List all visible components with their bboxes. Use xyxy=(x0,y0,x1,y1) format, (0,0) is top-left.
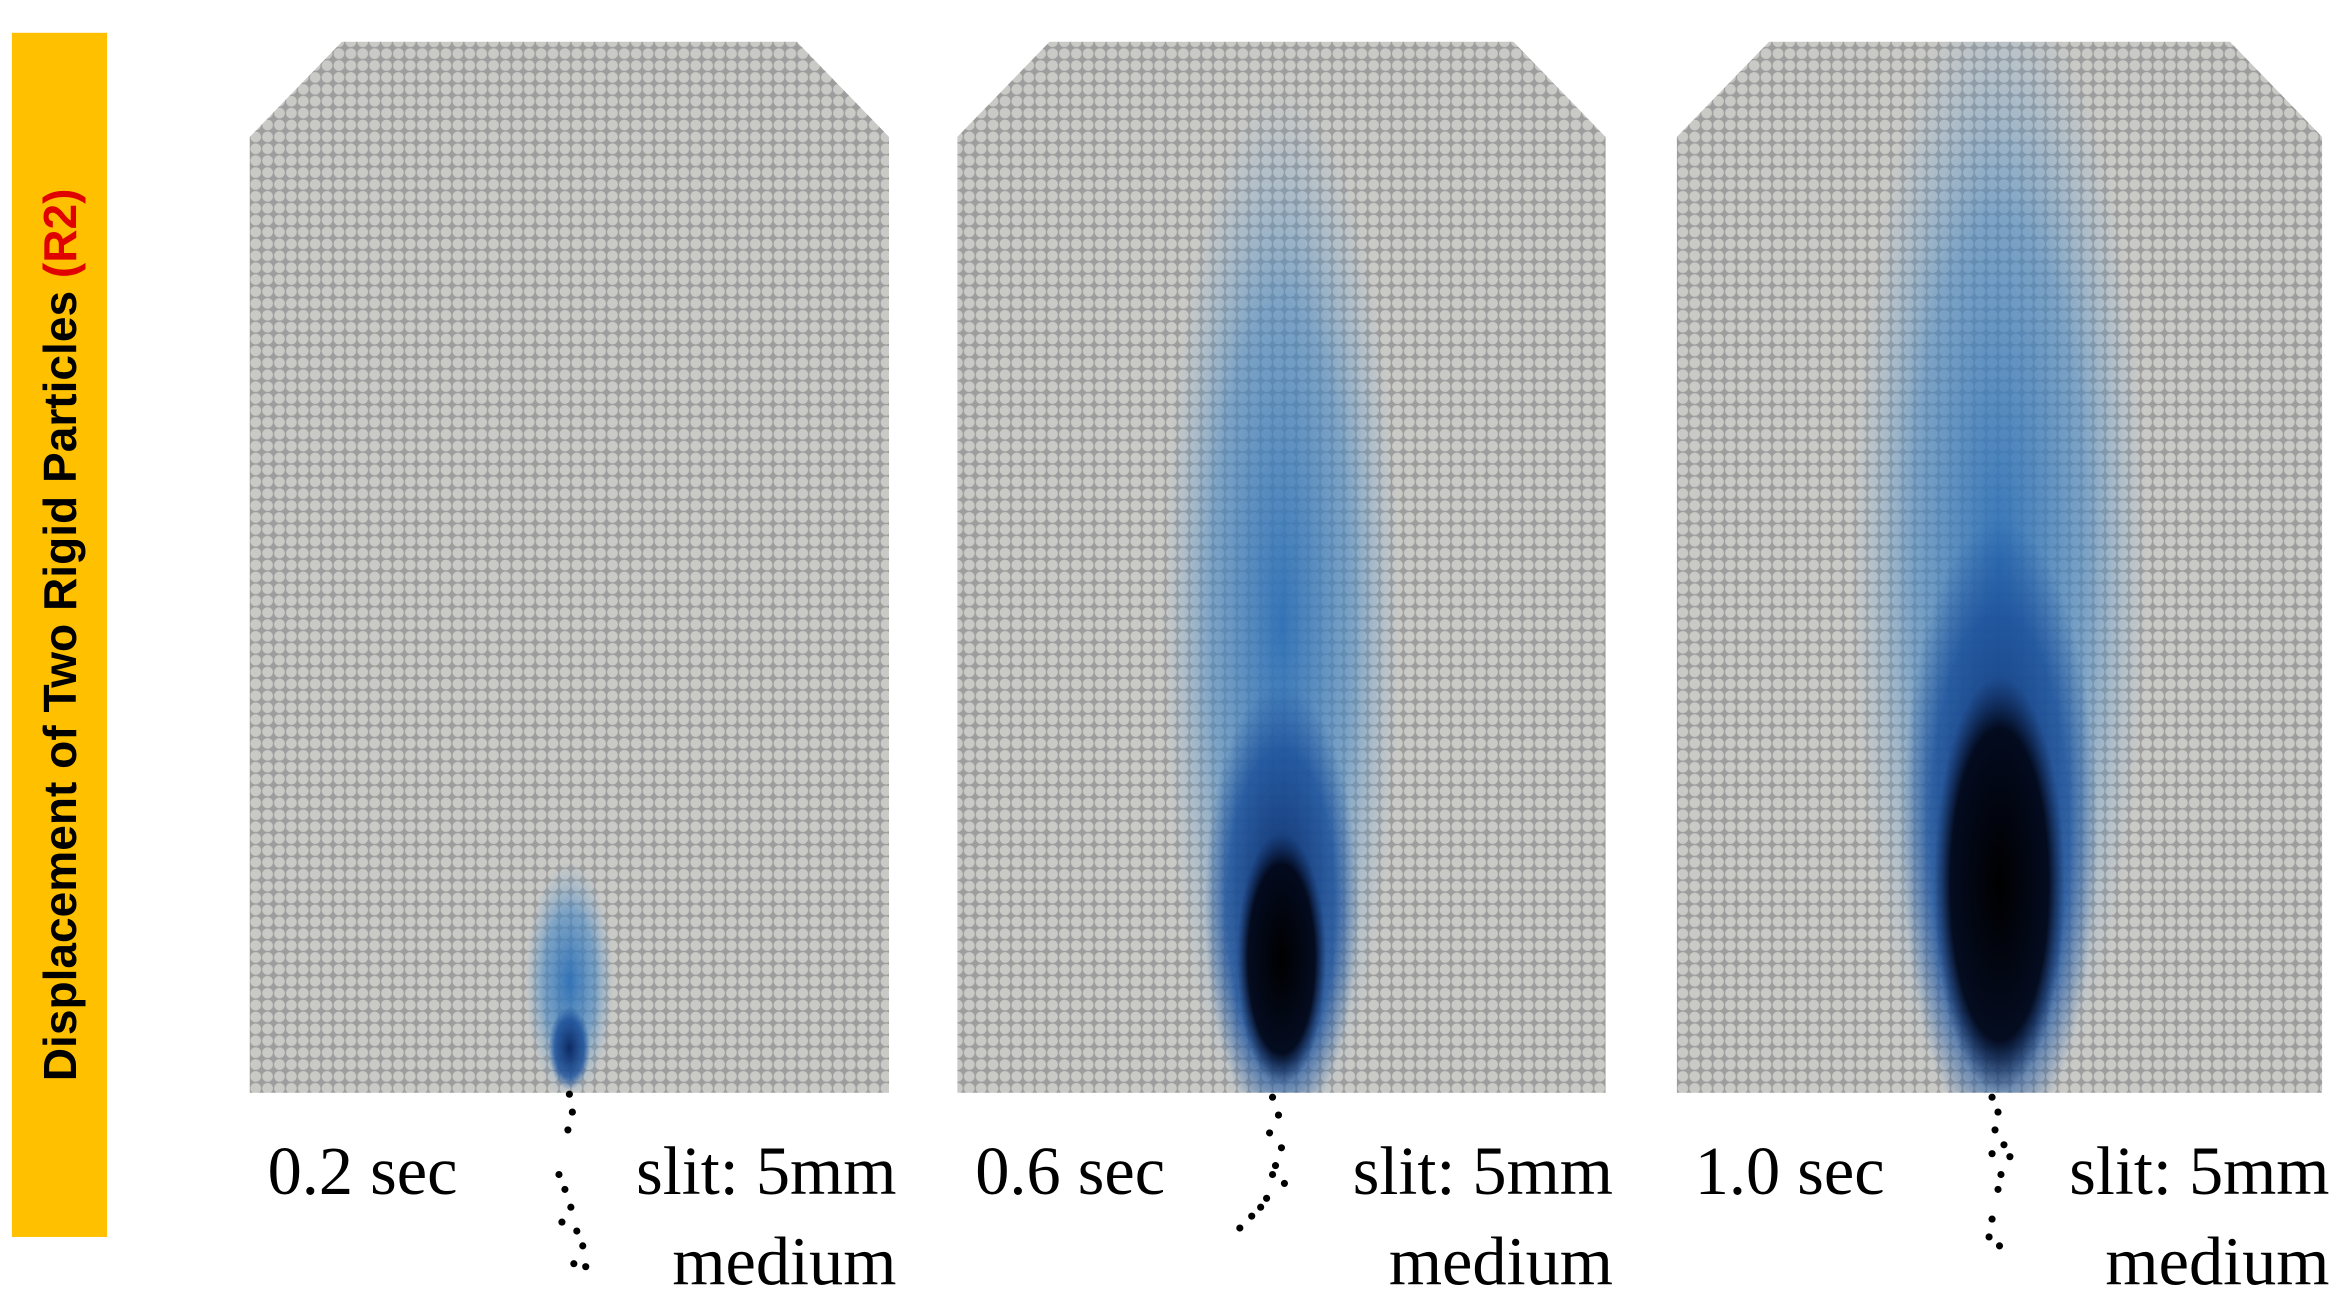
slit-label: slit: 5mm xyxy=(2069,1133,2329,1209)
time-label: 0.6 sec xyxy=(975,1133,1165,1209)
falling-particle xyxy=(1991,1126,1999,1134)
falling-particle xyxy=(1988,1215,1996,1223)
plume xyxy=(524,862,614,1093)
slit-label: slit: 5mm xyxy=(1353,1133,1613,1209)
time-label: 1.0 sec xyxy=(1695,1133,1885,1209)
plume-layer xyxy=(1236,832,1327,1086)
falling-particle xyxy=(573,1227,581,1235)
falling-particle xyxy=(570,1260,578,1268)
falling-particle xyxy=(1277,1144,1286,1152)
side-label-text: Displacement of Two Rigid Particles xyxy=(34,291,86,1081)
falling-particle xyxy=(2006,1153,2014,1161)
plume-layer xyxy=(548,1006,591,1090)
falling-particle xyxy=(1257,1203,1265,1211)
side-band xyxy=(11,32,108,1237)
falling-particle xyxy=(558,1218,566,1226)
size-label: medium xyxy=(2105,1224,2329,1298)
falling-particle xyxy=(564,1126,572,1134)
panel: 0.2 sec slit: 5mm medium xyxy=(249,41,896,1298)
particle-bed xyxy=(249,41,889,1093)
falling-particle xyxy=(582,1263,590,1271)
panel: 0.6 sec slit: 5mm medium xyxy=(957,41,1613,1298)
falling-particle xyxy=(568,1108,576,1116)
falling-particle xyxy=(555,1170,563,1179)
falling-particle xyxy=(1994,1185,2002,1193)
falling-particle xyxy=(1274,1111,1283,1119)
plume xyxy=(1162,89,1401,1093)
plume xyxy=(1850,41,2149,1093)
falling-particle xyxy=(1988,1093,1996,1101)
slit-label: slit: 5mm xyxy=(636,1133,896,1209)
falling-particle xyxy=(1997,1170,2005,1179)
falling-particle xyxy=(1263,1194,1271,1202)
falling-particle xyxy=(1265,1129,1274,1137)
falling-particle xyxy=(1994,1108,2002,1116)
falling-particle xyxy=(1236,1224,1244,1232)
falling-particle xyxy=(565,1090,573,1098)
time-label: 0.2 sec xyxy=(268,1133,458,1209)
panel: 1.0 sec slit: 5mm medium xyxy=(1676,41,2330,1298)
falling-particle xyxy=(567,1203,575,1211)
falling-particle xyxy=(1268,1093,1277,1101)
falling-particle xyxy=(579,1242,587,1250)
side-label: Displacement of Two Rigid Particles (R2) xyxy=(34,189,86,1082)
falling-particle xyxy=(1271,1162,1280,1170)
falling-particle xyxy=(1995,1242,2004,1250)
falling-particle xyxy=(1988,1150,1996,1158)
falling-particle xyxy=(2000,1141,2008,1149)
falling-particle xyxy=(1985,1233,1993,1241)
panels: 0.2 sec slit: 5mm medium 0.6 sec slit: 5mm me… xyxy=(249,41,2330,1298)
plume-layer xyxy=(524,862,614,1093)
plume-layer xyxy=(1934,676,2065,1093)
falling-particle xyxy=(1248,1212,1256,1220)
size-label: medium xyxy=(672,1224,896,1298)
falling-particle xyxy=(1280,1179,1288,1188)
size-label: medium xyxy=(1389,1224,1613,1298)
side-label-tag: (R2) xyxy=(34,189,86,279)
falling-particle xyxy=(1268,1170,1277,1179)
falling-particle xyxy=(561,1185,569,1193)
